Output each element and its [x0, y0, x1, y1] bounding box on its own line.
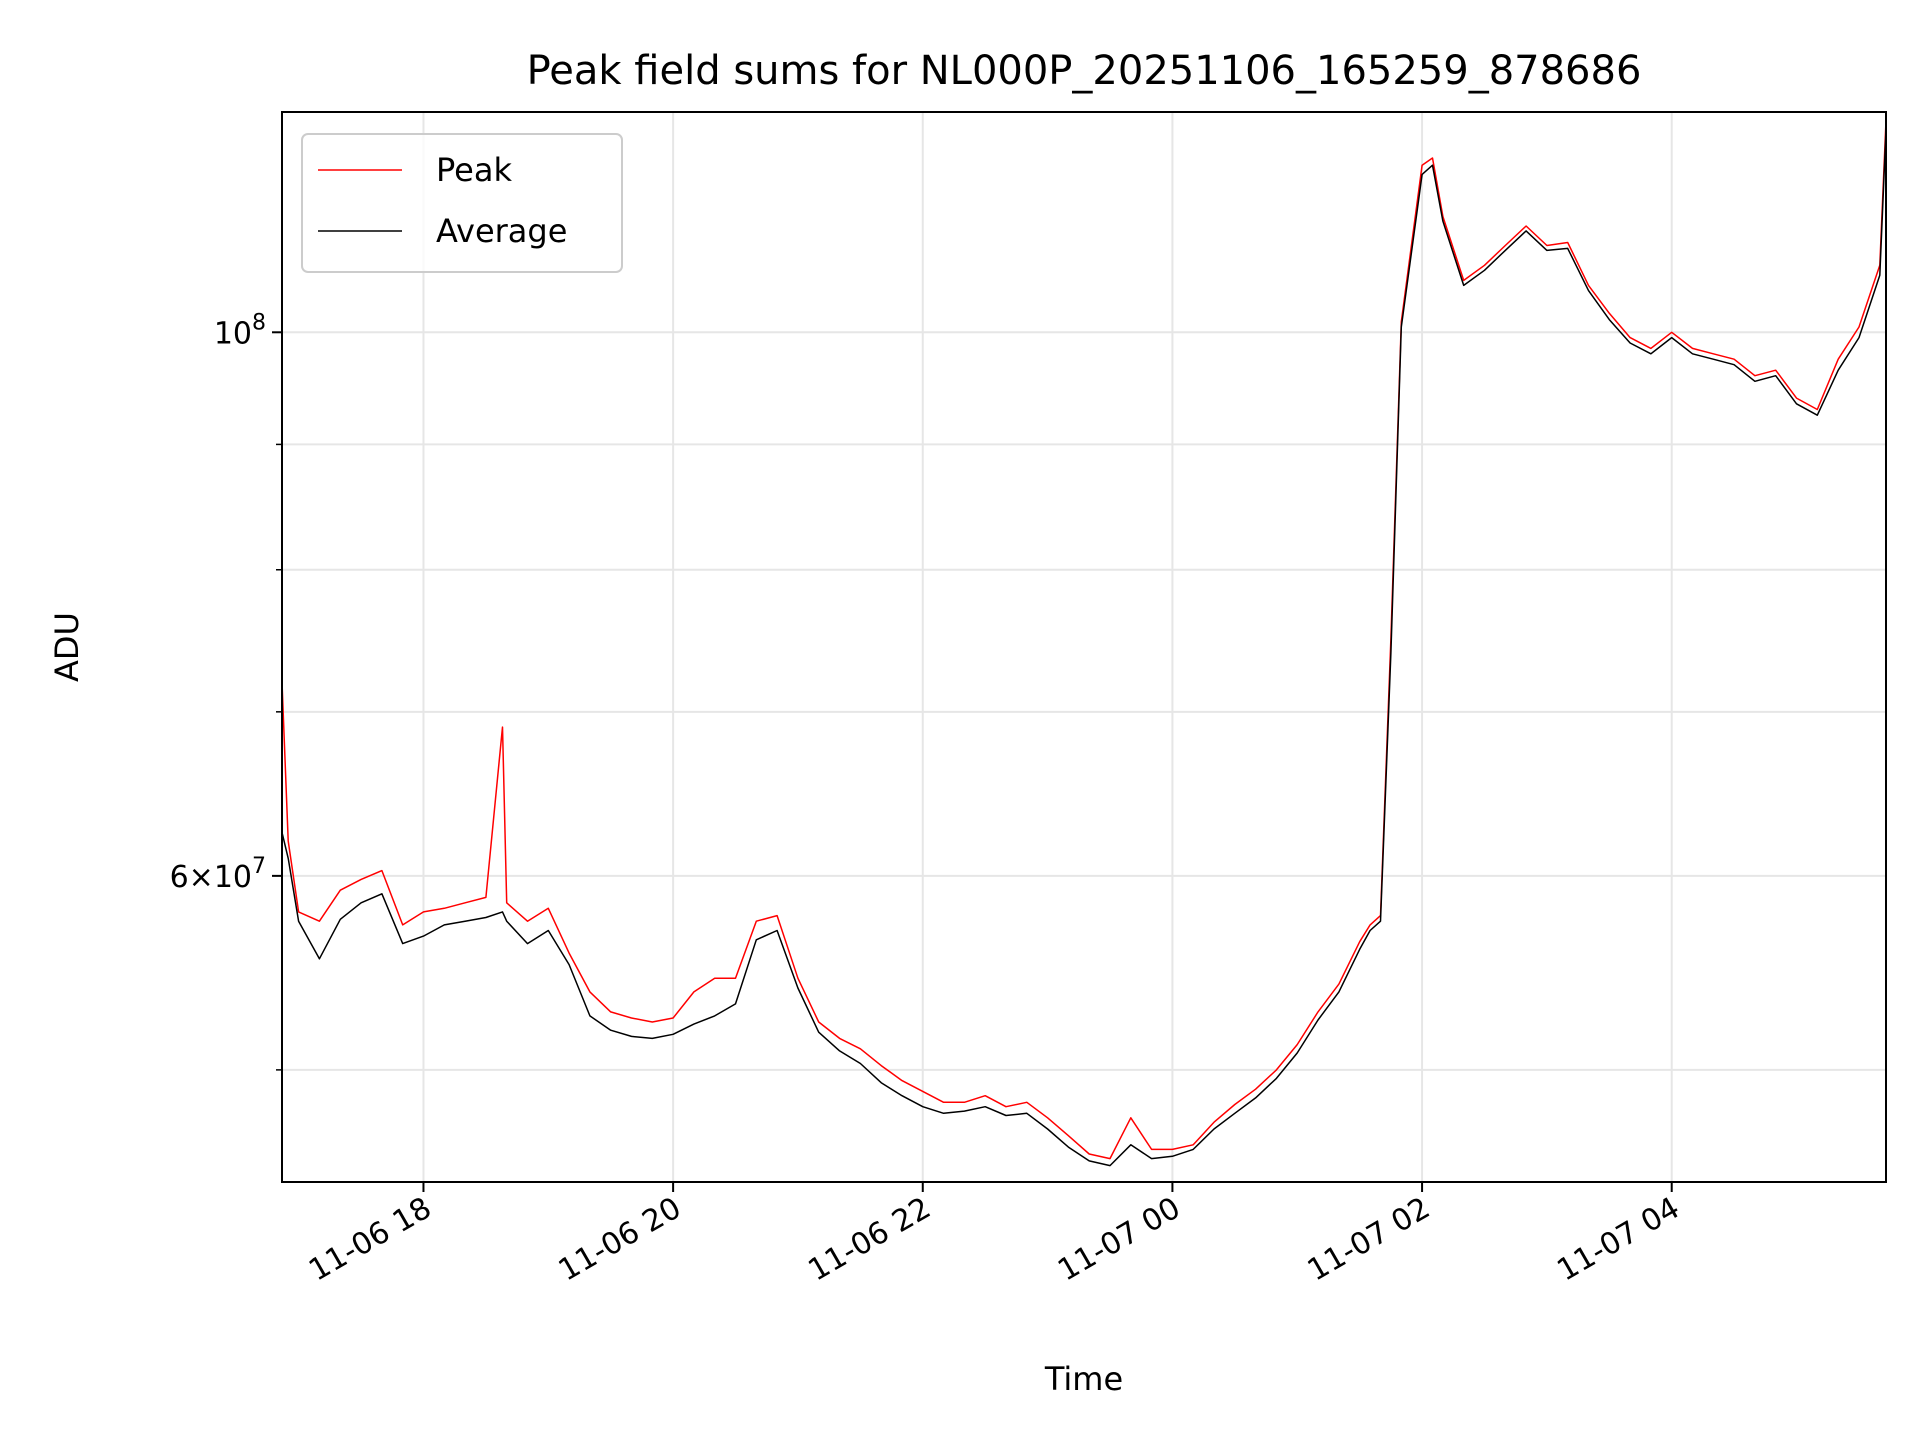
y-tick-exponent: 8: [252, 310, 266, 335]
x-axis-label: Time: [1044, 1360, 1123, 1398]
legend-label-average: Average: [436, 212, 567, 250]
chart-title: Peak field sums for NL000P_20251106_1652…: [527, 48, 1642, 94]
series-layer: [281, 120, 1887, 1167]
series-line-average: [281, 129, 1887, 1167]
y-tick-label: 108: [214, 310, 266, 351]
legend-box: [301, 133, 623, 273]
y-tick-mantissa: 6: [170, 860, 189, 895]
series-line-peak: [281, 120, 1887, 1160]
y-tick-label: 6×107: [170, 854, 266, 895]
legend: Peak Average: [301, 133, 623, 273]
grid-layer: [282, 112, 1886, 1182]
legend-label-peak: Peak: [436, 151, 512, 189]
y-axis-label: ADU: [48, 612, 86, 682]
plot-frame: [281, 111, 1887, 1183]
y-tick-exponent: 7: [252, 854, 266, 879]
